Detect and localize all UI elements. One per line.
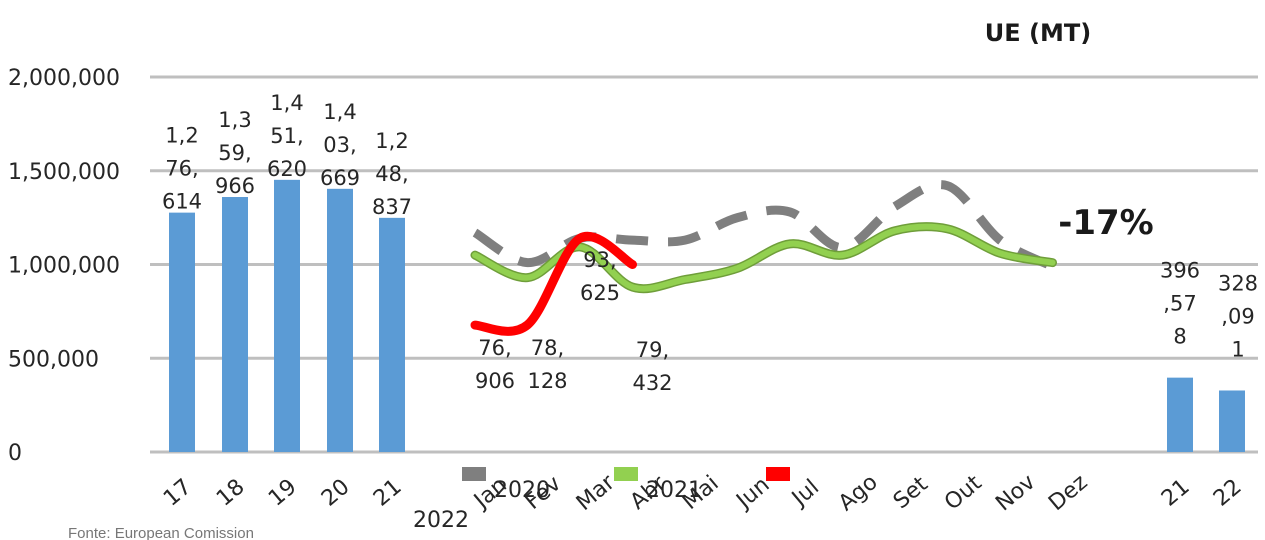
bar-value-label: 03, [323,133,356,157]
bar-value-label: ,57 [1163,292,1196,316]
x-tick-label: 18 [212,474,250,511]
legend-label-2020: 2020 [494,478,550,503]
bar-value-label: 328 [1218,271,1258,295]
legend-label-2021: 2021 [646,478,702,503]
x-tick-label-month: Mar [572,469,621,515]
bar-ytd [1219,390,1245,452]
x-tick-label-month: Nov [991,470,1040,517]
bar-value-label: 51, [270,124,303,148]
legend-swatch-2021 [614,467,638,481]
x-tick-label-year: 2022 [413,508,469,533]
x-tick-label: 22 [1209,474,1247,511]
bar-value-label: ,09 [1221,304,1254,328]
bar-annual [222,197,248,452]
point-value-label: 625 [580,281,620,305]
x-tick-label-month: Set [889,472,933,515]
bar-value-label: 614 [162,190,202,214]
y-tick-label: 2,000,000 [8,66,120,91]
x-tick-label-month: Dez [1044,470,1092,516]
chart-title: UE (MT) [985,19,1091,47]
bar-annual [169,212,195,452]
legend-swatch-2020 [462,467,486,481]
point-value-label: 79, [636,338,669,362]
x-tick-label: 21 [1157,474,1195,511]
y-tick-label: 1,000,000 [8,254,120,279]
x-tick-label: 19 [264,474,302,511]
callout-percentage: -17% [1058,203,1154,243]
bar-annual [274,179,300,453]
bar-value-label: 669 [320,166,360,190]
bar-value-label: 76, [165,157,198,181]
bar-value-label: 620 [267,157,307,181]
bar-value-label: 1,2 [375,129,408,153]
x-tick-label-month: Out [940,470,987,515]
bar-ytd [1167,377,1193,452]
bar-value-label: 48, [375,162,408,186]
x-tick-label-month: Jul [786,475,824,513]
legend-swatch-2022 [766,467,790,481]
x-tick-label: 20 [317,474,355,511]
point-value-label: 906 [475,369,515,393]
series-2022-line [470,231,637,336]
bar-annual [327,188,353,452]
y-tick-label: 500,000 [8,347,99,372]
bar-value-label: 8 [1173,325,1186,349]
point-value-label: 78, [531,336,564,360]
bar-value-label: 396 [1160,259,1200,283]
bar-annual [379,217,405,452]
x-tick-label: 21 [369,474,407,511]
bar-value-label: 59, [218,141,251,165]
point-value-label: 93, [583,248,616,272]
x-tick-label-month: Ago [834,470,883,516]
bar-value-label: 1,2 [165,124,198,148]
bar-value-label: 837 [372,195,412,219]
point-value-label: 432 [632,371,672,395]
y-tick-label: 0 [8,441,22,466]
bar-value-label: 1,4 [323,100,356,124]
bar-value-label: 966 [215,174,255,198]
y-tick-label: 1,500,000 [8,160,120,185]
bar-value-label: 1,4 [270,91,303,115]
source-note: Fonte: European Comission [68,525,254,540]
point-value-label: 128 [527,369,567,393]
bar-value-label: 1 [1231,337,1244,361]
x-tick-label: 17 [159,474,197,511]
point-value-label: 76, [478,336,511,360]
bar-value-label: 1,3 [218,108,251,132]
